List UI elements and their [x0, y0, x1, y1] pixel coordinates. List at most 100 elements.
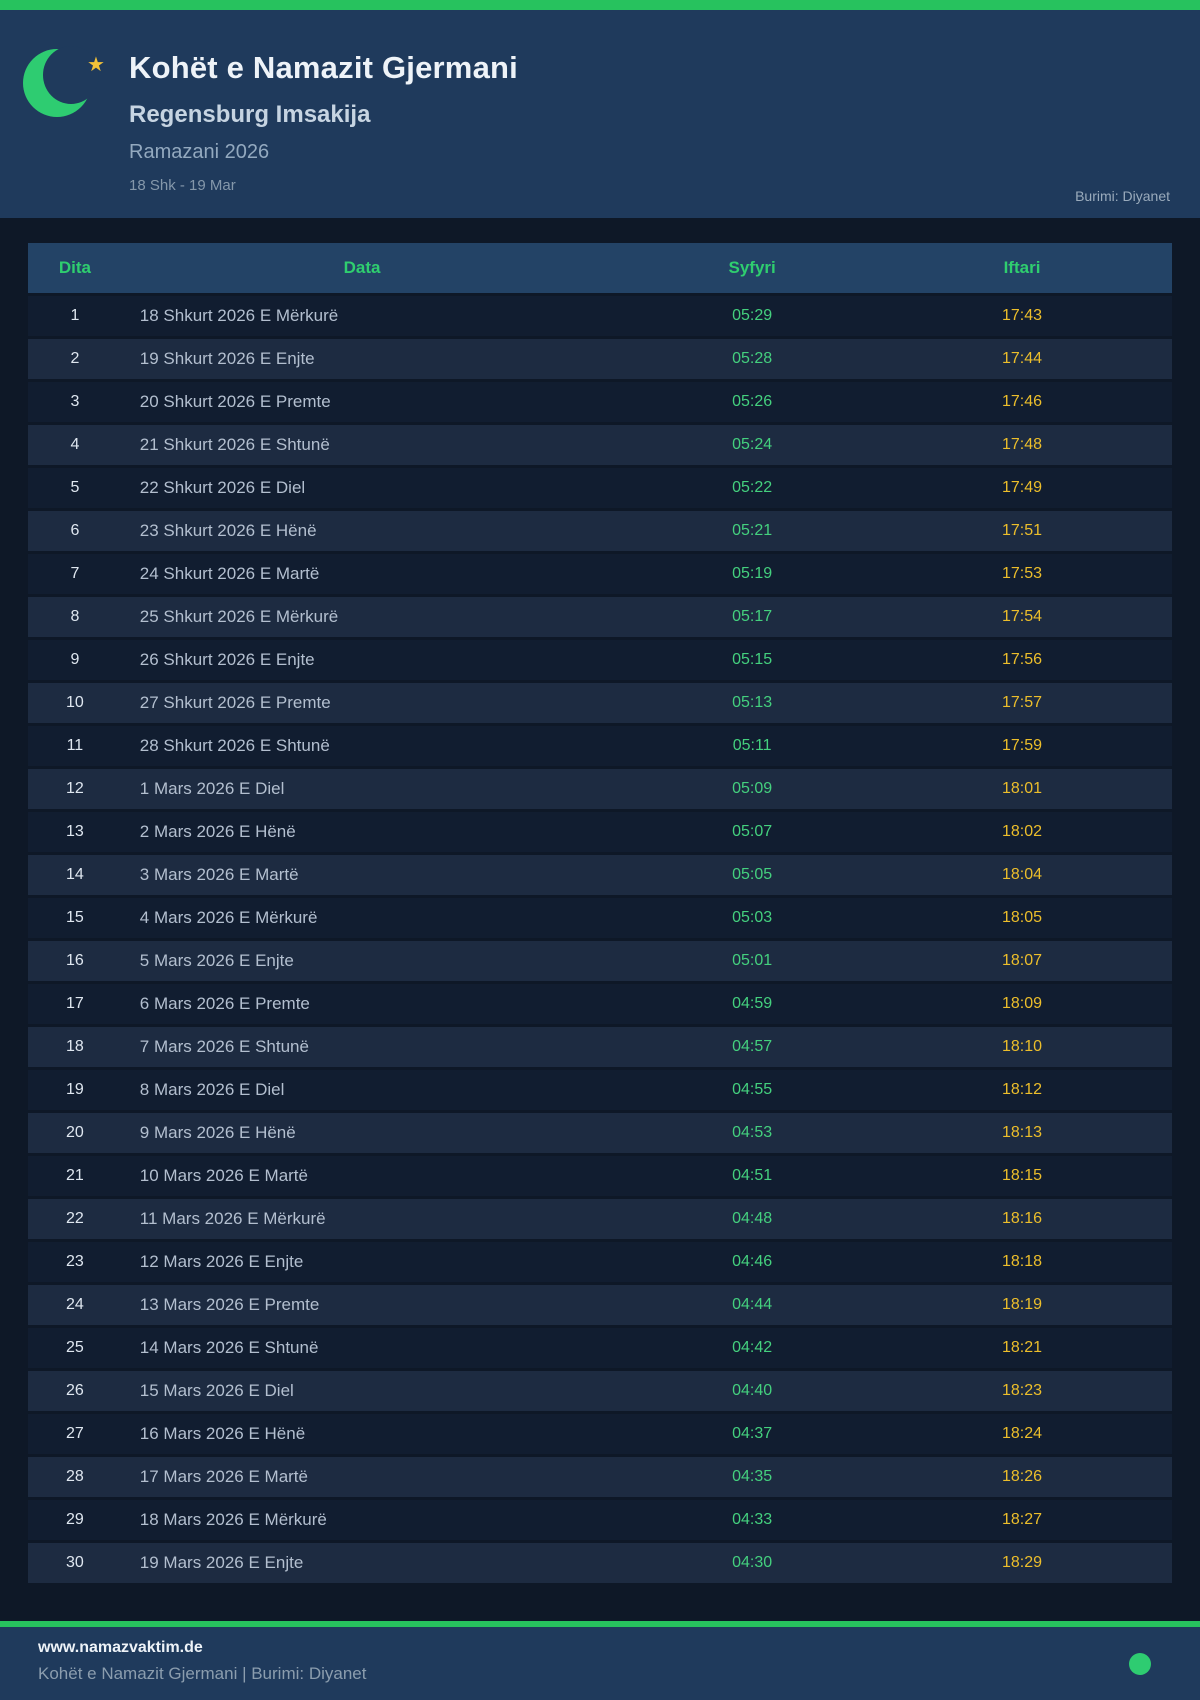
cell-dita: 19 — [28, 1070, 122, 1110]
cell-data: 9 Mars 2026 E Hënë — [121, 1113, 603, 1153]
star-icon: ★ — [87, 54, 105, 76]
cell-dita: 5 — [28, 468, 122, 508]
cell-iftari: 17:48 — [902, 425, 1172, 465]
cell-data: 6 Mars 2026 E Premte — [121, 984, 603, 1024]
cell-dita: 11 — [28, 726, 122, 766]
cell-syfyri: 04:57 — [602, 1027, 902, 1067]
cell-syfyri: 05:15 — [602, 640, 902, 680]
top-accent-bar — [0, 0, 1200, 10]
table-row: 29 18 Mars 2026 E Mërkurë 04:33 18:27 — [28, 1500, 1172, 1540]
cell-iftari: 18:27 — [902, 1500, 1172, 1540]
cell-data: 16 Mars 2026 E Hënë — [121, 1414, 603, 1454]
cell-iftari: 18:29 — [902, 1543, 1172, 1583]
cell-syfyri: 05:01 — [602, 941, 902, 981]
table-row: 4 21 Shkurt 2026 E Shtunë 05:24 17:48 — [28, 425, 1172, 465]
cell-syfyri: 04:48 — [602, 1199, 902, 1239]
cell-iftari: 18:04 — [902, 855, 1172, 895]
cell-iftari: 18:23 — [902, 1371, 1172, 1411]
cell-iftari: 18:13 — [902, 1113, 1172, 1153]
cell-syfyri: 04:44 — [602, 1285, 902, 1325]
cell-dita: 3 — [28, 382, 122, 422]
cell-iftari: 17:46 — [902, 382, 1172, 422]
table-row: 24 13 Mars 2026 E Premte 04:44 18:19 — [28, 1285, 1172, 1325]
cell-iftari: 18:26 — [902, 1457, 1172, 1497]
cell-data: 21 Shkurt 2026 E Shtunë — [121, 425, 603, 465]
table-row: 22 11 Mars 2026 E Mërkurë 04:48 18:16 — [28, 1199, 1172, 1239]
cell-syfyri: 04:59 — [602, 984, 902, 1024]
cell-dita: 12 — [28, 769, 122, 809]
cell-iftari: 17:53 — [902, 554, 1172, 594]
table-row: 1 18 Shkurt 2026 E Mërkurë 05:29 17:43 — [28, 296, 1172, 336]
cell-data: 7 Mars 2026 E Shtunë — [121, 1027, 603, 1067]
website-link[interactable]: www.namazvaktim.de — [38, 1639, 203, 1656]
table-row: 7 24 Shkurt 2026 E Martë 05:19 17:53 — [28, 554, 1172, 594]
cell-syfyri: 04:53 — [602, 1113, 902, 1153]
cell-syfyri: 05:09 — [602, 769, 902, 809]
cell-data: 1 Mars 2026 E Diel — [121, 769, 603, 809]
cell-iftari: 18:19 — [902, 1285, 1172, 1325]
table-row: 20 9 Mars 2026 E Hënë 04:53 18:13 — [28, 1113, 1172, 1153]
cell-data: 23 Shkurt 2026 E Hënë — [121, 511, 603, 551]
cell-syfyri: 04:46 — [602, 1242, 902, 1282]
table-row: 16 5 Mars 2026 E Enjte 05:01 18:07 — [28, 941, 1172, 981]
table-row: 11 28 Shkurt 2026 E Shtunë 05:11 17:59 — [28, 726, 1172, 766]
cell-data: 18 Shkurt 2026 E Mërkurë — [121, 296, 603, 336]
cell-data: 24 Shkurt 2026 E Martë — [121, 554, 603, 594]
cell-syfyri: 05:05 — [602, 855, 902, 895]
cell-data: 20 Shkurt 2026 E Premte — [121, 382, 603, 422]
cell-iftari: 18:05 — [902, 898, 1172, 938]
cell-iftari: 17:44 — [902, 339, 1172, 379]
table-row: 5 22 Shkurt 2026 E Diel 05:22 17:49 — [28, 468, 1172, 508]
cell-dita: 20 — [28, 1113, 122, 1153]
cell-syfyri: 04:33 — [602, 1500, 902, 1540]
cell-syfyri: 05:07 — [602, 812, 902, 852]
cell-dita: 24 — [28, 1285, 122, 1325]
cell-dita: 15 — [28, 898, 122, 938]
season-label: Ramazani 2026 — [129, 141, 270, 163]
table-header-row: Dita Data Syfyri Iftari — [28, 243, 1172, 293]
table-row: 3 20 Shkurt 2026 E Premte 05:26 17:46 — [28, 382, 1172, 422]
page-subtitle: Regensburg Imsakija — [129, 101, 371, 128]
column-header-iftari: Iftari — [902, 243, 1172, 293]
cell-dita: 25 — [28, 1328, 122, 1368]
cell-iftari: 18:16 — [902, 1199, 1172, 1239]
cell-syfyri: 05:29 — [602, 296, 902, 336]
table-row: 17 6 Mars 2026 E Premte 04:59 18:09 — [28, 984, 1172, 1024]
column-header-syfyri: Syfyri — [602, 243, 902, 293]
cell-data: 25 Shkurt 2026 E Mërkurë — [121, 597, 603, 637]
cell-data: 19 Mars 2026 E Enjte — [121, 1543, 603, 1583]
cell-syfyri: 05:17 — [602, 597, 902, 637]
cell-syfyri: 04:37 — [602, 1414, 902, 1454]
cell-dita: 22 — [28, 1199, 122, 1239]
cell-data: 19 Shkurt 2026 E Enjte — [121, 339, 603, 379]
cell-dita: 28 — [28, 1457, 122, 1497]
table-row: 21 10 Mars 2026 E Martë 04:51 18:15 — [28, 1156, 1172, 1196]
cell-dita: 16 — [28, 941, 122, 981]
cell-data: 4 Mars 2026 E Mërkurë — [121, 898, 603, 938]
table-row: 30 19 Mars 2026 E Enjte 04:30 18:29 — [28, 1543, 1172, 1583]
cell-dita: 23 — [28, 1242, 122, 1282]
cell-syfyri: 05:21 — [602, 511, 902, 551]
cell-dita: 4 — [28, 425, 122, 465]
cell-iftari: 17:56 — [902, 640, 1172, 680]
cell-iftari: 18:09 — [902, 984, 1172, 1024]
page-header: ★ Kohët e Namazit Gjermani Regensburg Im… — [0, 10, 1200, 218]
cell-dita: 30 — [28, 1543, 122, 1583]
cell-dita: 18 — [28, 1027, 122, 1067]
table-row: 26 15 Mars 2026 E Diel 04:40 18:23 — [28, 1371, 1172, 1411]
cell-dita: 1 — [28, 296, 122, 336]
cell-data: 15 Mars 2026 E Diel — [121, 1371, 603, 1411]
cell-syfyri: 05:13 — [602, 683, 902, 723]
cell-dita: 7 — [28, 554, 122, 594]
cell-syfyri: 04:42 — [602, 1328, 902, 1368]
cell-iftari: 17:54 — [902, 597, 1172, 637]
cell-iftari: 17:59 — [902, 726, 1172, 766]
cell-data: 14 Mars 2026 E Shtunë — [121, 1328, 603, 1368]
prayer-times-table: Dita Data Syfyri Iftari 1 18 Shkurt 2026 … — [28, 240, 1172, 1586]
cell-data: 28 Shkurt 2026 E Shtunë — [121, 726, 603, 766]
cell-syfyri: 05:22 — [602, 468, 902, 508]
page-title: Kohët e Namazit Gjermani — [129, 50, 518, 85]
cell-syfyri: 05:11 — [602, 726, 902, 766]
table-row: 14 3 Mars 2026 E Martë 05:05 18:04 — [28, 855, 1172, 895]
header-text-block: Kohët e Namazit Gjermani Regensburg Imsa… — [129, 50, 518, 194]
